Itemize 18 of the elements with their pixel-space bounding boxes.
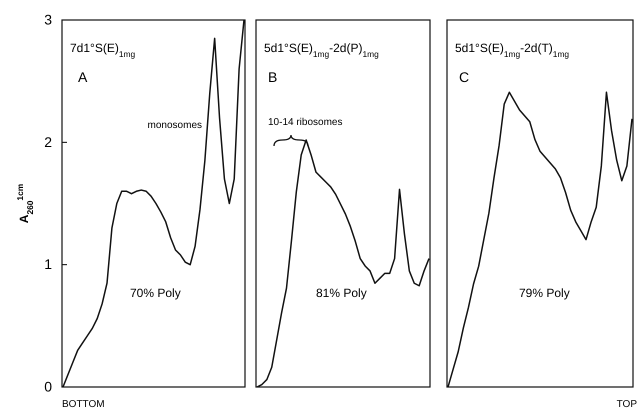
text: TOP (616, 399, 637, 410)
text: BOTTOM (62, 399, 105, 410)
annotation: A (78, 69, 88, 85)
y-tick-label: 2 (44, 134, 52, 150)
chart-title: 5d1°S(E)$_{1mg}$-2d(T)$_{1mg}$ (455, 41, 570, 59)
text: B (268, 69, 278, 85)
text: 7d1°S(E)$_{1mg}$ (70, 41, 136, 59)
annotation: 70% Poly (130, 286, 181, 300)
text: C (459, 69, 470, 85)
chart-title: 5d1°S(E)$_{1mg}$-2d(P)$_{1mg}$ (264, 41, 380, 59)
annotation: 81% Poly (316, 286, 367, 300)
y-tick-label: 0 (44, 378, 52, 394)
line-series (62, 19, 245, 388)
y-tick-label: 3 (44, 11, 52, 28)
annotation: 79% Poly (519, 286, 570, 300)
annotation: monosomes (148, 120, 202, 131)
text: 10-14 ribosomes (268, 117, 342, 128)
y-tick-label: 1 (44, 256, 52, 272)
